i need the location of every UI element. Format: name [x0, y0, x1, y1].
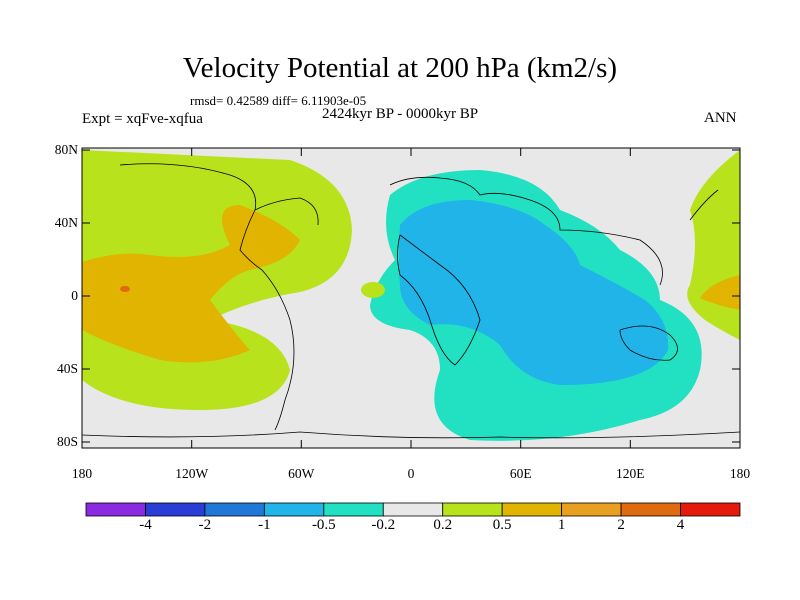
period-label: 2424kyr BP - 0000kyr BP: [322, 106, 479, 122]
lon-label: 120W: [175, 466, 209, 481]
lon-label: 180: [71, 466, 93, 481]
lat-ticks: [82, 149, 740, 443]
contour-field: [82, 148, 740, 448]
lon-ticks: [81, 148, 741, 448]
colorbar-label: 2: [617, 517, 625, 533]
rmsd-diff-stats: rmsd= 0.42589 diff= 6.11903e-05: [190, 93, 367, 108]
season-label: ANN: [704, 110, 737, 126]
colorbar-label: 0.5: [492, 517, 512, 533]
colorbar-label: 1: [557, 517, 566, 533]
coastlines: [82, 163, 740, 439]
map-title: Velocity Potential at 200 hPa (km2/s): [182, 52, 618, 84]
colorbar-box: [263, 502, 325, 517]
lon-label: 120E: [616, 466, 645, 481]
colorbar-box: [323, 502, 384, 517]
lon-label: 60W: [288, 466, 315, 481]
colorbar-box: [85, 502, 146, 517]
lat-label: 40N: [54, 215, 78, 230]
colorbar: [85, 502, 741, 517]
colorbar-label: -2: [198, 517, 212, 533]
experiment-label: Expt = xqFve-xqfua: [82, 111, 203, 127]
lon-label: 180: [729, 466, 751, 481]
colorbar-label: -4: [139, 517, 152, 533]
colorbar-box: [442, 502, 503, 517]
positive-region-west-core: [82, 205, 300, 363]
colorbar-label: -0.5: [311, 517, 336, 533]
colorbar-box: [561, 502, 622, 517]
colorbar-label: -0.2: [371, 517, 396, 533]
lon-label: 0: [407, 466, 415, 481]
colorbar-box: [145, 502, 206, 517]
strong-positive-spot: [120, 286, 130, 292]
lat-label: 80N: [54, 142, 78, 157]
colorbar-box: [620, 502, 681, 517]
positive-region-wpac-core: [700, 275, 740, 310]
atlantic-blob: [361, 282, 385, 298]
colorbar-label: -1: [258, 517, 271, 533]
negative-region-east-core: [399, 200, 669, 385]
colorbar-box: [382, 502, 444, 517]
lon-label: 60E: [509, 466, 532, 481]
lat-label: 80S: [56, 434, 78, 449]
colorbar-label: 4: [676, 517, 685, 533]
lat-label: 40S: [56, 361, 78, 376]
colorbar-box: [680, 502, 741, 517]
colorbar-box: [204, 502, 265, 517]
colorbar-box: [501, 502, 563, 517]
colorbar-label: 0.2: [433, 517, 453, 533]
lat-label: 0: [71, 288, 78, 303]
